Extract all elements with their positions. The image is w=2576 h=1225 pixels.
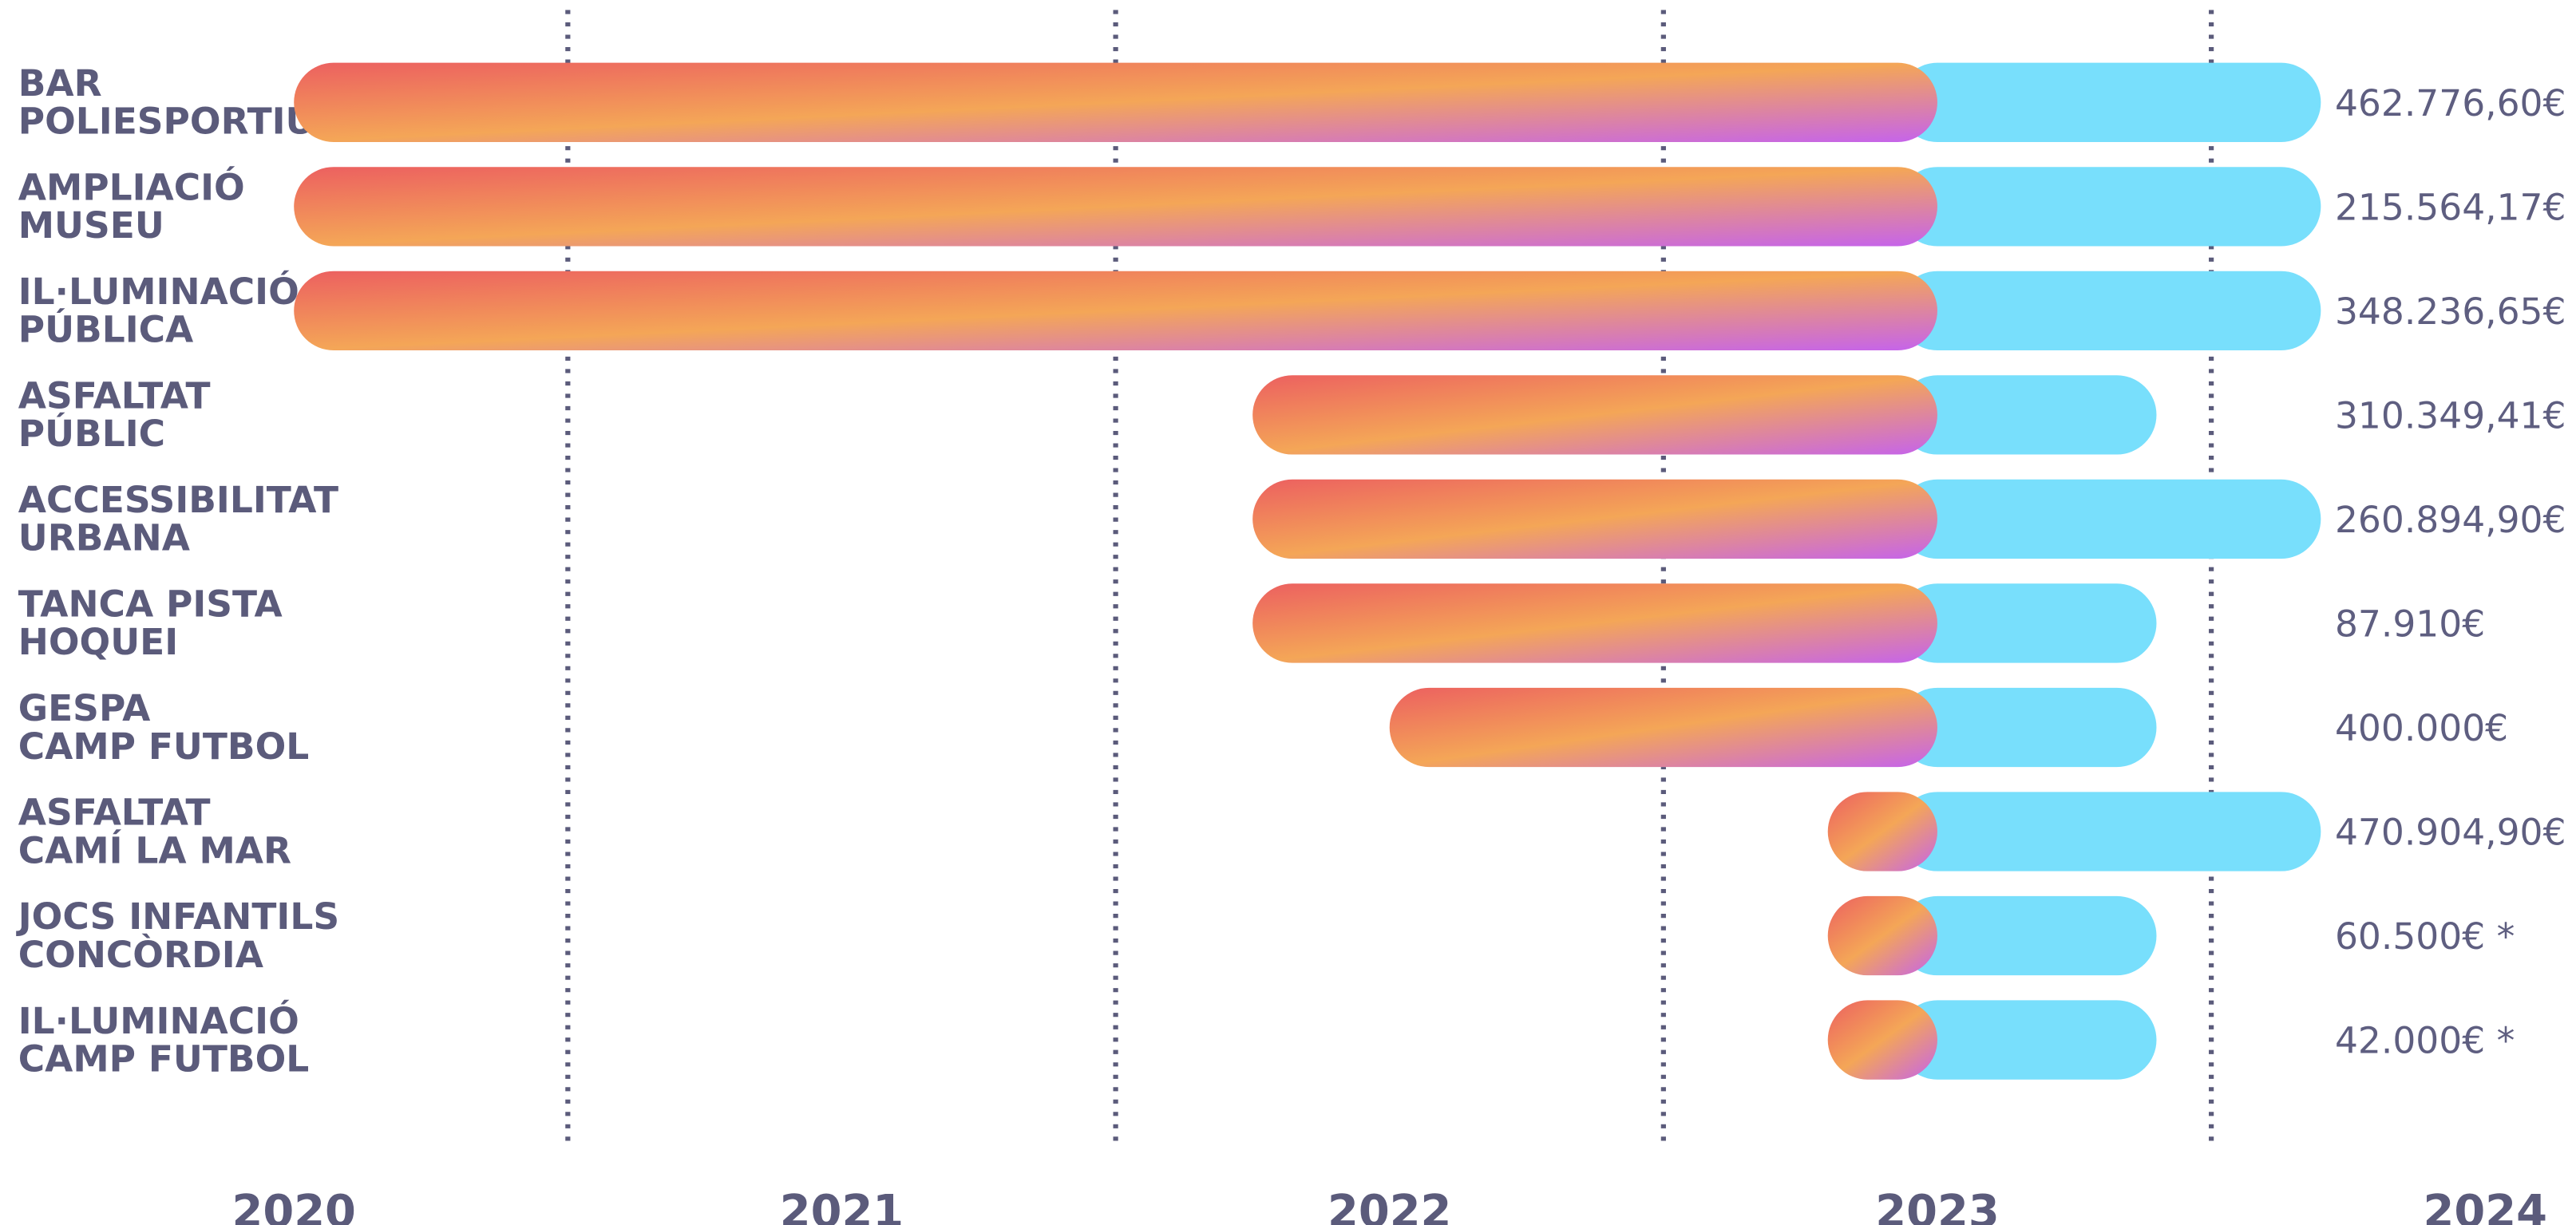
row-label: BAR POLIESPORTIU: [18, 62, 315, 143]
remaining-bar: [1897, 792, 2321, 871]
remaining-bar: [1897, 375, 2157, 455]
amount-label: 462.776,60€: [2335, 82, 2566, 124]
row-label: IL·LUMINACIÓ PÚBLICA: [18, 270, 299, 351]
row-label: IL·LUMINACIÓ CAMP FUTBOL: [18, 999, 310, 1081]
progress-bar: [294, 271, 1937, 351]
amount-label: 87.910€: [2335, 603, 2485, 645]
row-label-line: CAMÍ LA MAR: [18, 828, 291, 871]
row-label-line: CONCÒRDIA: [18, 933, 263, 976]
x-tick-label: 2022: [1328, 1186, 1451, 1225]
row-label-line: IL·LUMINACIÓ: [18, 270, 299, 313]
row-label-line: BAR: [18, 62, 102, 105]
row-label-line: AMPLIACIÓ: [18, 166, 245, 209]
row-label-line: POLIESPORTIU: [18, 101, 315, 143]
row-label: TANCA PISTA HOQUEI: [18, 583, 283, 664]
row-label-line: URBANA: [18, 517, 190, 559]
x-tick-label: 2020: [231, 1186, 355, 1225]
row-label-line: JOCS INFANTILS: [16, 895, 339, 938]
row-label-line: IL·LUMINACIÓ: [18, 999, 299, 1042]
row-label: ASFALTAT PÚBLIC: [18, 375, 211, 456]
amount-label: 60.500€ *: [2335, 915, 2515, 958]
row-label-line: CAMP FUTBOL: [18, 1037, 310, 1080]
progress-bar: [1252, 375, 1937, 455]
row-label-line: MUSEU: [18, 204, 164, 247]
row-label-line: GESPA: [18, 687, 151, 729]
row-label-line: TANCA PISTA: [18, 583, 283, 626]
row-label: ASFALTAT CAMÍ LA MAR: [18, 792, 291, 872]
amount-label: 348.236,65€: [2335, 290, 2566, 333]
amount-label: 310.349,41€: [2335, 394, 2566, 437]
amount-label: 215.564,17€: [2335, 186, 2566, 228]
progress-bar: [1827, 895, 1937, 976]
progress-bar: [1389, 687, 1937, 768]
amount-label: 400.000€: [2335, 707, 2508, 749]
amount-label: 42.000€ *: [2335, 1020, 2515, 1062]
progress-bar: [1252, 583, 1937, 663]
progress-bar: [1252, 479, 1937, 559]
progress-bar: [294, 62, 1937, 142]
amount-label: 260.894,90€: [2335, 499, 2566, 541]
row-label-line: ASFALTAT: [18, 375, 211, 417]
remaining-bar: [1897, 167, 2321, 247]
x-tick-label: 2023: [1875, 1186, 1999, 1225]
progress-bar: [1827, 792, 1937, 871]
remaining-bar: [1897, 271, 2321, 351]
remaining-bar: [1897, 895, 2157, 976]
row-label-line: HOQUEI: [18, 621, 178, 663]
row-label-line: PÚBLIC: [18, 412, 165, 455]
remaining-bar: [1897, 479, 2321, 559]
amount-label: 470.904,90€: [2335, 812, 2566, 854]
row-label: ACCESSIBILITAT URBANA: [18, 479, 338, 559]
remaining-bar: [1897, 62, 2321, 142]
remaining-bar: [1897, 583, 2157, 663]
x-tick-label: 2024: [2424, 1186, 2547, 1225]
remaining-bar: [1897, 687, 2157, 768]
progress-bar: [1827, 1000, 1937, 1080]
row-label-line: ACCESSIBILITAT: [18, 479, 338, 521]
row-label: JOCS INFANTILS CONCÒRDIA: [16, 895, 339, 976]
remaining-bar: [1897, 1000, 2157, 1080]
row-label: GESPA CAMP FUTBOL: [18, 687, 310, 768]
row-label-line: ASFALTAT: [18, 792, 211, 834]
row-label-line: PÚBLICA: [18, 308, 194, 351]
x-tick-label: 2021: [780, 1186, 904, 1225]
row-label-line: CAMP FUTBOL: [18, 725, 310, 768]
progress-bar: [294, 167, 1937, 247]
row-label: AMPLIACIÓ MUSEU: [18, 166, 245, 247]
